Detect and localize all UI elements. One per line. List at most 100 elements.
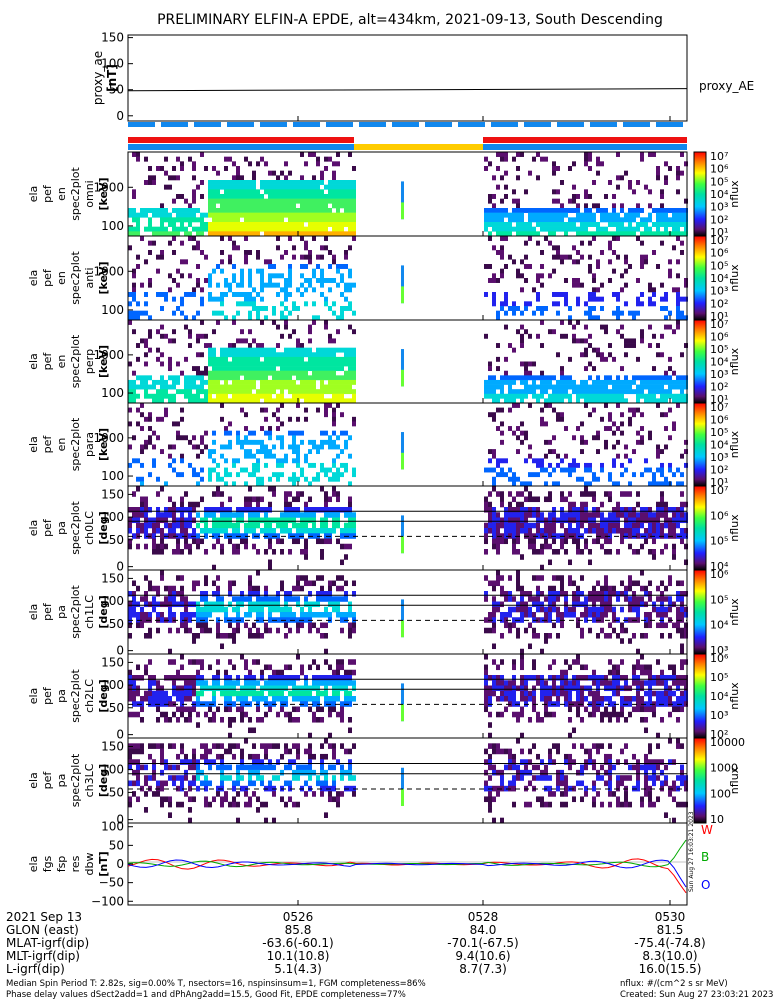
spectrogram-cell bbox=[180, 212, 184, 218]
spectrogram-cell bbox=[224, 528, 228, 534]
spectrogram-cell bbox=[580, 522, 584, 529]
spectrogram-cell bbox=[200, 685, 204, 692]
spectrogram-cell bbox=[584, 338, 588, 344]
spectrogram-cell bbox=[656, 389, 660, 395]
spectrogram-cell bbox=[492, 596, 496, 602]
spectrogram-cell bbox=[644, 226, 648, 232]
spectrogram-cell bbox=[636, 517, 640, 524]
spectrogram-cell bbox=[308, 189, 312, 195]
spectrogram-cell bbox=[668, 462, 672, 468]
spectrogram-cell bbox=[524, 507, 528, 513]
spectrogram-cell bbox=[292, 507, 296, 513]
spectrogram-cell bbox=[240, 512, 244, 518]
spectrogram-cell bbox=[232, 398, 236, 404]
spectrogram-cell bbox=[580, 240, 584, 246]
spectrogram-cell bbox=[300, 585, 304, 592]
spectrogram-cell bbox=[204, 533, 208, 539]
spectrogram-cell bbox=[640, 522, 644, 529]
spectrogram-cell bbox=[304, 212, 308, 218]
spectrogram-cell bbox=[488, 194, 492, 199]
colorbar bbox=[693, 151, 707, 237]
spectrogram-cell bbox=[556, 596, 560, 602]
spectrogram-cell bbox=[684, 633, 688, 639]
spectrogram-cell bbox=[284, 384, 288, 390]
spectrogram-cell bbox=[312, 379, 316, 385]
spectrogram-ylabel: en bbox=[55, 438, 68, 452]
spectrogram-cell bbox=[672, 426, 676, 431]
spectrogram-cell bbox=[580, 491, 584, 497]
spectrogram-cell bbox=[588, 393, 592, 399]
colorbar-tick-label: 10⁶ bbox=[710, 509, 729, 522]
spectrogram-cell bbox=[200, 152, 204, 157]
spectrogram-cell bbox=[584, 517, 588, 524]
spectrogram-cell bbox=[228, 622, 232, 629]
spectrogram-cell bbox=[524, 264, 528, 269]
spectrogram-cell bbox=[352, 194, 356, 199]
spectrogram-cell bbox=[252, 467, 256, 473]
spectrogram-cell bbox=[336, 189, 340, 195]
spectrogram-cell bbox=[292, 680, 296, 686]
spectrogram-cell bbox=[248, 352, 252, 358]
spectrogram-cell bbox=[208, 203, 212, 209]
spectrogram-cell bbox=[520, 398, 524, 404]
spectrogram-cell bbox=[320, 352, 324, 358]
spectrogram-spike bbox=[401, 202, 404, 220]
spectrogram-cell bbox=[592, 528, 596, 534]
spectrogram-cell bbox=[492, 522, 496, 529]
spectrogram-cell bbox=[312, 273, 316, 279]
spectrogram-cell bbox=[284, 507, 288, 513]
colorbar-label: nflux bbox=[728, 430, 741, 458]
spectrogram-cell bbox=[628, 217, 632, 223]
spectrogram-cell bbox=[340, 398, 344, 404]
spectrogram-cell bbox=[540, 591, 544, 597]
spectrogram-cell bbox=[644, 528, 648, 534]
spectrogram-cell bbox=[308, 398, 312, 404]
spectrogram-cell bbox=[568, 580, 572, 587]
spectrogram-cell bbox=[160, 617, 164, 623]
spectrogram-cell bbox=[640, 301, 644, 307]
spectrogram-cell bbox=[304, 549, 308, 555]
spectrogram-cell bbox=[492, 476, 496, 482]
spectrogram-cell bbox=[524, 627, 528, 634]
spectrogram-cell bbox=[312, 659, 316, 665]
spectrogram-cell bbox=[220, 444, 224, 450]
spectrogram-cell bbox=[256, 512, 260, 518]
spectrogram-cell bbox=[352, 528, 356, 534]
spectrogram-cell bbox=[516, 403, 520, 408]
spectrogram-cell bbox=[300, 522, 304, 529]
spectrogram-cell bbox=[628, 458, 632, 464]
spectrogram-cell bbox=[552, 528, 556, 534]
spectrogram-cell bbox=[620, 366, 624, 372]
spectrogram-cell bbox=[552, 245, 556, 251]
spectrogram-cell bbox=[236, 627, 240, 634]
spectrogram-cell bbox=[276, 375, 280, 381]
spectrogram-cell bbox=[540, 549, 544, 555]
spectrogram-cell bbox=[556, 245, 560, 251]
spectrogram-cell bbox=[588, 361, 592, 367]
spectrogram-cell bbox=[500, 575, 504, 581]
fgm-status-segment bbox=[227, 122, 254, 127]
spectrogram-cell bbox=[252, 512, 256, 518]
spectrogram-cell bbox=[632, 217, 636, 223]
spectrogram-cell bbox=[252, 430, 256, 436]
spectrogram-cell bbox=[616, 512, 620, 518]
spectrogram-cell bbox=[340, 189, 344, 195]
spectrogram-cell bbox=[236, 375, 240, 381]
spectrogram-cell bbox=[624, 517, 628, 524]
spectrogram-cell bbox=[568, 501, 572, 508]
spectrogram-cell bbox=[592, 212, 596, 218]
spectrogram-cell bbox=[172, 379, 176, 385]
spectrogram-cell bbox=[684, 222, 688, 227]
spectrogram-cell bbox=[300, 222, 304, 227]
spectrogram-cell bbox=[340, 706, 344, 713]
spectrogram-cell bbox=[180, 217, 184, 223]
spectrogram-cell bbox=[552, 166, 556, 171]
spectrogram-cell bbox=[632, 375, 636, 381]
spectrogram-cell bbox=[512, 306, 516, 311]
spectrogram-cell bbox=[484, 292, 488, 297]
spectrogram-cell bbox=[672, 379, 676, 385]
spectrogram-cell bbox=[340, 231, 344, 237]
spectrogram-cell bbox=[320, 486, 324, 492]
spectrogram-cell bbox=[324, 356, 328, 362]
